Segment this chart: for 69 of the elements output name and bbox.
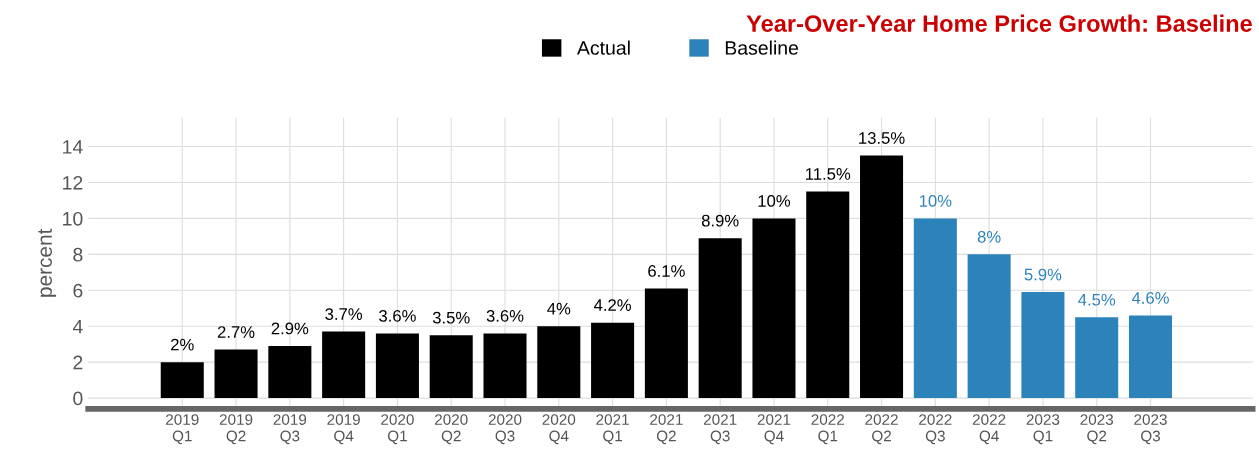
data-label: 3.7% bbox=[325, 308, 363, 320]
bar bbox=[967, 254, 1011, 399]
data-label: 4.2% bbox=[593, 299, 631, 311]
x-tick-label: 2019 Q1 bbox=[166, 414, 199, 445]
data-label: 2% bbox=[171, 338, 194, 351]
x-tick-label: 2021 Q4 bbox=[757, 414, 791, 445]
bar bbox=[1021, 292, 1065, 399]
x-tick-label: 2022 Q2 bbox=[865, 414, 898, 445]
data-label: 2.9% bbox=[271, 322, 309, 335]
x-tick-label: 2020 Q1 bbox=[381, 414, 414, 445]
x-tick-label: 2019 Q2 bbox=[219, 414, 253, 445]
x-tick-label: 2021 Q2 bbox=[650, 414, 683, 445]
data-label: 13.5% bbox=[859, 132, 905, 144]
bar bbox=[268, 345, 312, 399]
y-tick-label: 6 bbox=[73, 283, 83, 298]
bar bbox=[537, 326, 581, 399]
chart-title: Year-Over-Year Home Price Growth: Baseline bbox=[746, 14, 1252, 32]
y-axis-title: percent bbox=[38, 228, 57, 297]
bar bbox=[698, 238, 742, 399]
data-label: 6.1% bbox=[648, 265, 685, 277]
x-tick-label: 2020 Q3 bbox=[488, 414, 522, 445]
bar bbox=[160, 362, 204, 399]
bar bbox=[214, 349, 258, 399]
x-tick-label: 2021 Q3 bbox=[703, 414, 737, 445]
bar bbox=[860, 155, 904, 399]
data-label: 4.6% bbox=[1131, 292, 1169, 304]
data-label: 4.5% bbox=[1078, 293, 1116, 306]
bar bbox=[1075, 317, 1119, 399]
data-label: 10% bbox=[758, 194, 791, 207]
y-tick-label: 4 bbox=[72, 319, 83, 334]
x-tick-label: 2021 Q1 bbox=[596, 414, 629, 445]
bar bbox=[644, 288, 688, 399]
x-tick-label: 2019 Q4 bbox=[327, 414, 360, 445]
data-label: 3.6% bbox=[379, 309, 416, 322]
y-tick-label: 0 bbox=[73, 391, 83, 406]
x-tick-label: 2023 Q1 bbox=[1026, 414, 1060, 445]
bar bbox=[591, 322, 635, 399]
data-label: 3.5% bbox=[432, 311, 470, 324]
x-tick-label: 2023 Q3 bbox=[1134, 414, 1167, 445]
data-label: 10% bbox=[919, 194, 952, 207]
bar bbox=[1128, 315, 1173, 399]
x-tick-label: 2020 Q2 bbox=[435, 414, 468, 445]
legend-label: Baseline bbox=[725, 40, 799, 55]
x-tick-label: 2020 Q4 bbox=[542, 414, 576, 445]
y-tick-label: 12 bbox=[63, 175, 83, 190]
bar bbox=[483, 333, 527, 399]
data-label: 3.6% bbox=[486, 309, 524, 322]
bar bbox=[322, 331, 366, 399]
data-label: 4% bbox=[547, 302, 571, 315]
y-tick-label: 10 bbox=[63, 211, 83, 226]
x-tick-label: 2022 Q1 bbox=[811, 414, 844, 445]
bar bbox=[375, 333, 419, 399]
data-label: 2.7% bbox=[217, 326, 255, 338]
bar bbox=[429, 335, 473, 399]
data-label: 8.9% bbox=[701, 214, 739, 227]
x-tick-label: 2022 Q3 bbox=[919, 414, 952, 445]
x-tick-label: 2019 Q3 bbox=[273, 414, 307, 445]
bar bbox=[752, 218, 796, 399]
y-tick-label: 8 bbox=[73, 247, 83, 262]
x-tick-label: 2023 Q2 bbox=[1080, 414, 1114, 445]
y-tick-label: 2 bbox=[73, 355, 83, 370]
x-tick-label: 2022 Q4 bbox=[972, 414, 1006, 445]
bar bbox=[806, 191, 850, 399]
bar bbox=[913, 218, 957, 399]
y-tick-label: 14 bbox=[63, 140, 83, 154]
data-label: 11.5% bbox=[806, 168, 851, 180]
data-label: 5.9% bbox=[1024, 268, 1062, 281]
data-label: 8% bbox=[977, 230, 1001, 243]
legend-label: Actual bbox=[576, 40, 630, 55]
